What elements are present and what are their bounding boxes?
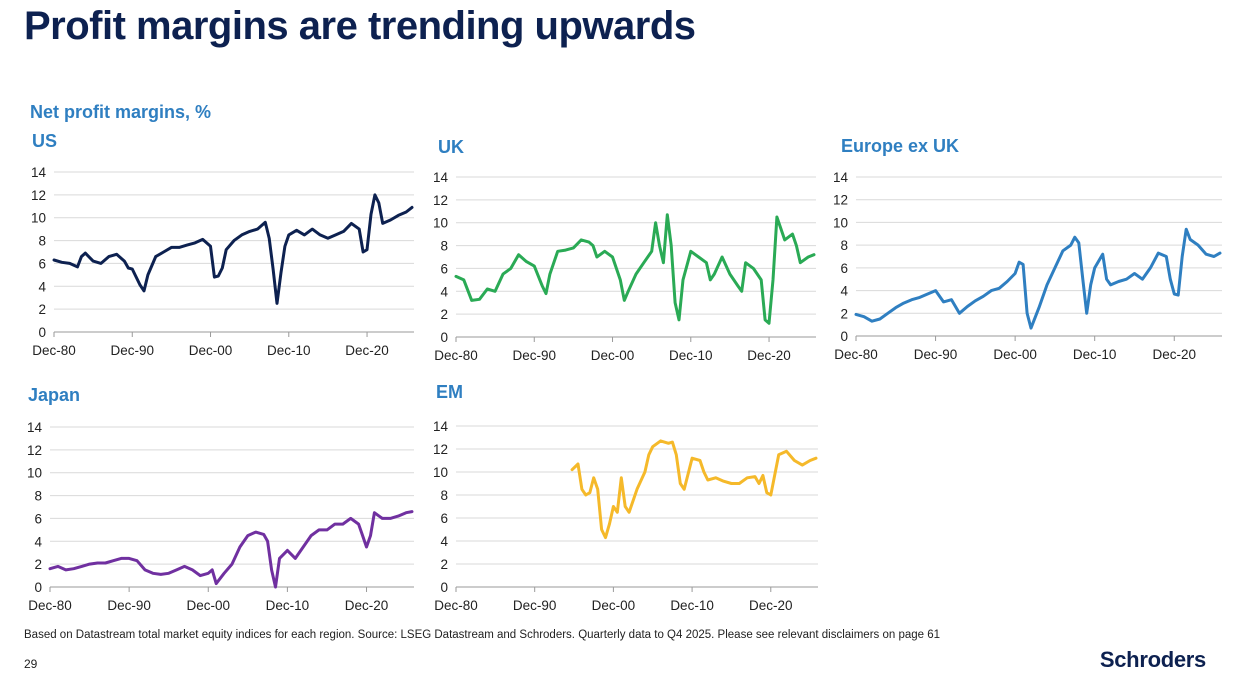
- y-tick-label: 12: [833, 193, 848, 208]
- y-tick-label: 4: [440, 284, 448, 299]
- y-tick-label: 2: [34, 557, 42, 572]
- y-tick-label: 10: [433, 465, 448, 480]
- y-tick-label: 10: [433, 216, 448, 231]
- x-tick-label: Dec-20: [345, 598, 389, 613]
- x-tick-label: Dec-00: [189, 343, 233, 358]
- x-tick-label: Dec-10: [266, 598, 310, 613]
- y-tick-label: 2: [440, 307, 448, 322]
- chart-title-europe: Europe ex UK: [841, 136, 960, 156]
- x-tick-label: Dec-80: [32, 343, 76, 358]
- chart-title-em: EM: [436, 382, 463, 402]
- y-tick-label: 0: [840, 329, 848, 344]
- x-tick-label: Dec-90: [110, 343, 154, 358]
- line-chart-em: 0 2 4 6 8 10 12 14 Dec-80 Dec-90 Dec-00 Dec-10 Dec-2…: [433, 419, 818, 613]
- x-tick-label: Dec-80: [434, 598, 478, 613]
- chart-title-japan: Japan: [28, 385, 81, 405]
- schroders-logo: Schroders: [1099, 647, 1206, 672]
- x-tick-label: Dec-90: [107, 598, 151, 613]
- series-line-us: [52, 193, 414, 305]
- y-tick-label: 8: [38, 234, 46, 249]
- y-tick-label: 0: [440, 580, 448, 595]
- y-tick-label: 6: [440, 261, 448, 276]
- line-chart-uk: 0 2 4 6 8 10 12 14 Dec-80 Dec-90 Dec-00 Dec-10 Dec-2…: [433, 170, 816, 363]
- y-tick-label: 4: [840, 284, 848, 299]
- y-tick-label: 10: [27, 466, 42, 481]
- chart-panel-japan: Japan 0 2 4 6 8 10 12 14 Dec-80 Dec-90 Dec-00 Dec-1…: [24, 382, 424, 622]
- y-tick-label: 14: [27, 420, 43, 435]
- x-tick-label: Dec-90: [914, 347, 958, 362]
- chart-panel-uk: UK 0 2 4 6 8 10 12 14 Dec-80 Dec-90 Dec-00 Dec-10 De…: [424, 135, 824, 375]
- x-tick-label: Dec-00: [186, 598, 230, 613]
- series-line-japan: [48, 510, 414, 589]
- x-tick-label: Dec-10: [670, 598, 714, 613]
- x-tick-label: Dec-80: [28, 598, 72, 613]
- page-title: Profit margins are trending upwards: [24, 4, 696, 48]
- y-tick-label: 4: [34, 534, 42, 549]
- y-tick-label: 10: [31, 211, 46, 226]
- line-chart-us: 0 2 4 6 8 10 12 14 Dec-80 Dec-90 Dec-00 Dec-10 Dec-2…: [31, 165, 414, 358]
- y-tick-label: 12: [433, 193, 448, 208]
- y-tick-label: 6: [440, 511, 448, 526]
- line-chart-japan: 0 2 4 6 8 10 12 14 Dec-80 Dec-90 Dec-00 Dec-10 Dec-2…: [27, 420, 414, 613]
- chart-title-uk: UK: [438, 137, 464, 157]
- y-tick-label: 6: [840, 261, 848, 276]
- series-line-uk: [454, 213, 816, 325]
- y-tick-label: 8: [440, 239, 448, 254]
- y-tick-label: 14: [433, 170, 449, 185]
- x-tick-label: Dec-00: [591, 348, 635, 363]
- chart-title-us: US: [32, 131, 58, 151]
- x-tick-label: Dec-90: [513, 598, 557, 613]
- x-tick-label: Dec-80: [434, 348, 478, 363]
- y-tick-label: 8: [840, 238, 848, 253]
- y-tick-label: 6: [38, 256, 46, 271]
- x-tick-label: Dec-00: [993, 347, 1037, 362]
- series-line-em: [570, 439, 818, 540]
- chart-panel-us: US 0 2 4 6 8 10 12 14 Dec-80 Dec-90 Dec-00 Dec-10 De…: [24, 128, 424, 368]
- x-tick-label: Dec-10: [1073, 347, 1117, 362]
- y-tick-label: 6: [34, 511, 42, 526]
- line-chart-europe: 0 2 4 6 8 10 12 14 Dec-80 Dec-90 Dec-00 Dec-10 Dec-2…: [833, 170, 1222, 362]
- y-tick-label: 14: [833, 170, 849, 185]
- series-line-europe: [854, 227, 1222, 330]
- x-tick-label: Dec-20: [747, 348, 791, 363]
- y-tick-label: 8: [440, 488, 448, 503]
- source-footnote: Based on Datastream total market equity …: [24, 629, 941, 641]
- y-tick-label: 4: [38, 279, 46, 294]
- x-tick-label: Dec-00: [592, 598, 636, 613]
- x-tick-label: Dec-20: [749, 598, 793, 613]
- x-tick-label: Dec-80: [834, 347, 878, 362]
- y-tick-label: 12: [31, 188, 46, 203]
- y-tick-label: 8: [34, 489, 42, 504]
- y-tick-label: 12: [27, 443, 42, 458]
- chart-panel-em: EM 0 2 4 6 8 10 12 14 Dec-80 Dec-90 Dec-00 Dec-10 De…: [424, 380, 824, 620]
- x-tick-label: Dec-20: [345, 343, 389, 358]
- x-tick-label: Dec-20: [1152, 347, 1196, 362]
- y-tick-label: 0: [34, 580, 42, 595]
- y-tick-label: 14: [31, 165, 47, 180]
- page-number: 29: [24, 657, 38, 671]
- y-tick-label: 2: [840, 306, 848, 321]
- y-tick-label: 2: [38, 302, 46, 317]
- y-tick-label: 0: [440, 330, 448, 345]
- y-tick-label: 14: [433, 419, 449, 434]
- chart-panel-europe: Europe ex UK 0 2 4 6 8 10 12 14 Dec-80 Dec-90 Dec-…: [826, 134, 1230, 374]
- y-tick-label: 12: [433, 442, 448, 457]
- y-tick-label: 2: [440, 557, 448, 572]
- y-tick-label: 10: [833, 215, 848, 230]
- y-tick-label: 0: [38, 325, 46, 340]
- chart-subtitle: Net profit margins, %: [30, 102, 212, 122]
- x-tick-label: Dec-10: [267, 343, 311, 358]
- x-tick-label: Dec-10: [669, 348, 713, 363]
- x-tick-label: Dec-90: [512, 348, 556, 363]
- y-tick-label: 4: [440, 534, 448, 549]
